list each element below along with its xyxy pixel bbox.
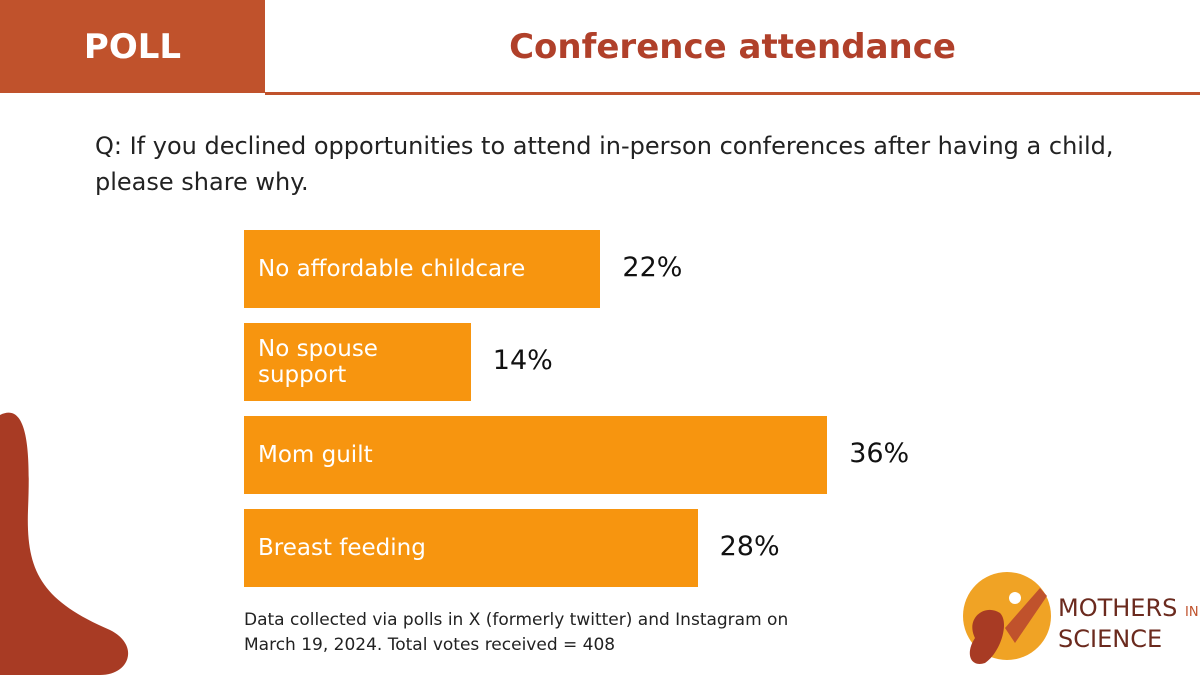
header-rule: [265, 92, 1200, 95]
decor-blob: [0, 412, 129, 675]
value-label: 14%: [492, 345, 553, 376]
bar: Mom guilt: [244, 416, 828, 494]
logo-icon: [963, 572, 1051, 664]
bar: No spouse support: [244, 323, 471, 401]
bar-label: Mom guilt: [258, 442, 373, 468]
value-label: 22%: [622, 252, 683, 283]
logo-small: IN: [1185, 605, 1199, 620]
chart-title: Conference attendance: [509, 26, 956, 67]
bar: No affordable childcare: [244, 230, 601, 308]
bar: Breast feeding: [244, 509, 698, 587]
bar-label: No affordable childcare: [258, 256, 526, 282]
bar-label: Breast feeding: [258, 535, 426, 561]
logo-line2: SCIENCE: [1058, 625, 1163, 653]
logo-line1: MOTHERS: [1058, 594, 1178, 622]
question: Q: If you declined opportunities to atte…: [95, 132, 1114, 196]
footnote: Data collected via polls in X (formerly …: [244, 610, 789, 655]
value-label: 28%: [719, 531, 780, 562]
bar-label: No spouse support: [258, 336, 378, 388]
poll-label: POLL: [0, 0, 265, 93]
logo-text: MOTHERS IN SCIENCE: [1058, 595, 1199, 652]
value-label: 36%: [849, 438, 910, 469]
